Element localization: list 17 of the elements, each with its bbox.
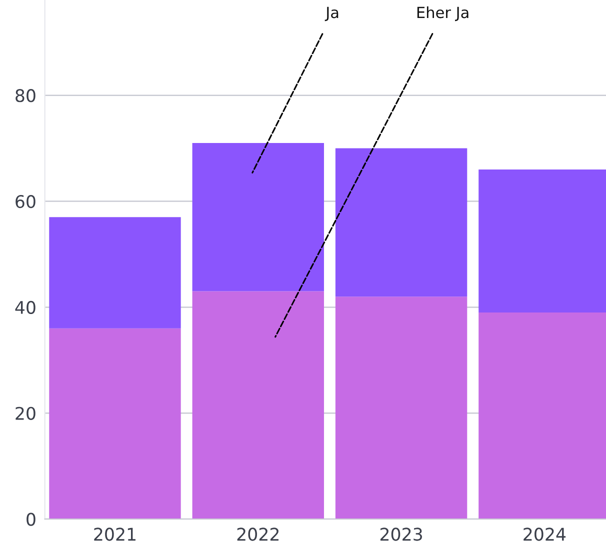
bar: [335, 296, 468, 520]
y-tick-label: 60: [16, 194, 36, 208]
bar: [49, 217, 181, 328]
y-tick-label: 40: [15, 300, 36, 314]
x-tick-label: 2023: [380, 528, 422, 541]
bar: [192, 143, 324, 292]
y-tick-label: 0: [26, 512, 36, 526]
y-tick-label: 80: [16, 89, 36, 102]
x-tick-label: 2022: [237, 528, 278, 541]
x-tick-label: 2024: [524, 528, 566, 541]
bar: [192, 291, 324, 520]
x-tick-label: 2021: [94, 528, 136, 541]
bar: [49, 328, 181, 520]
text: Eher Ja: [417, 6, 468, 22]
y-tick-label: 20: [16, 406, 36, 420]
bar: [335, 148, 468, 297]
text: Ja: [324, 6, 338, 22]
